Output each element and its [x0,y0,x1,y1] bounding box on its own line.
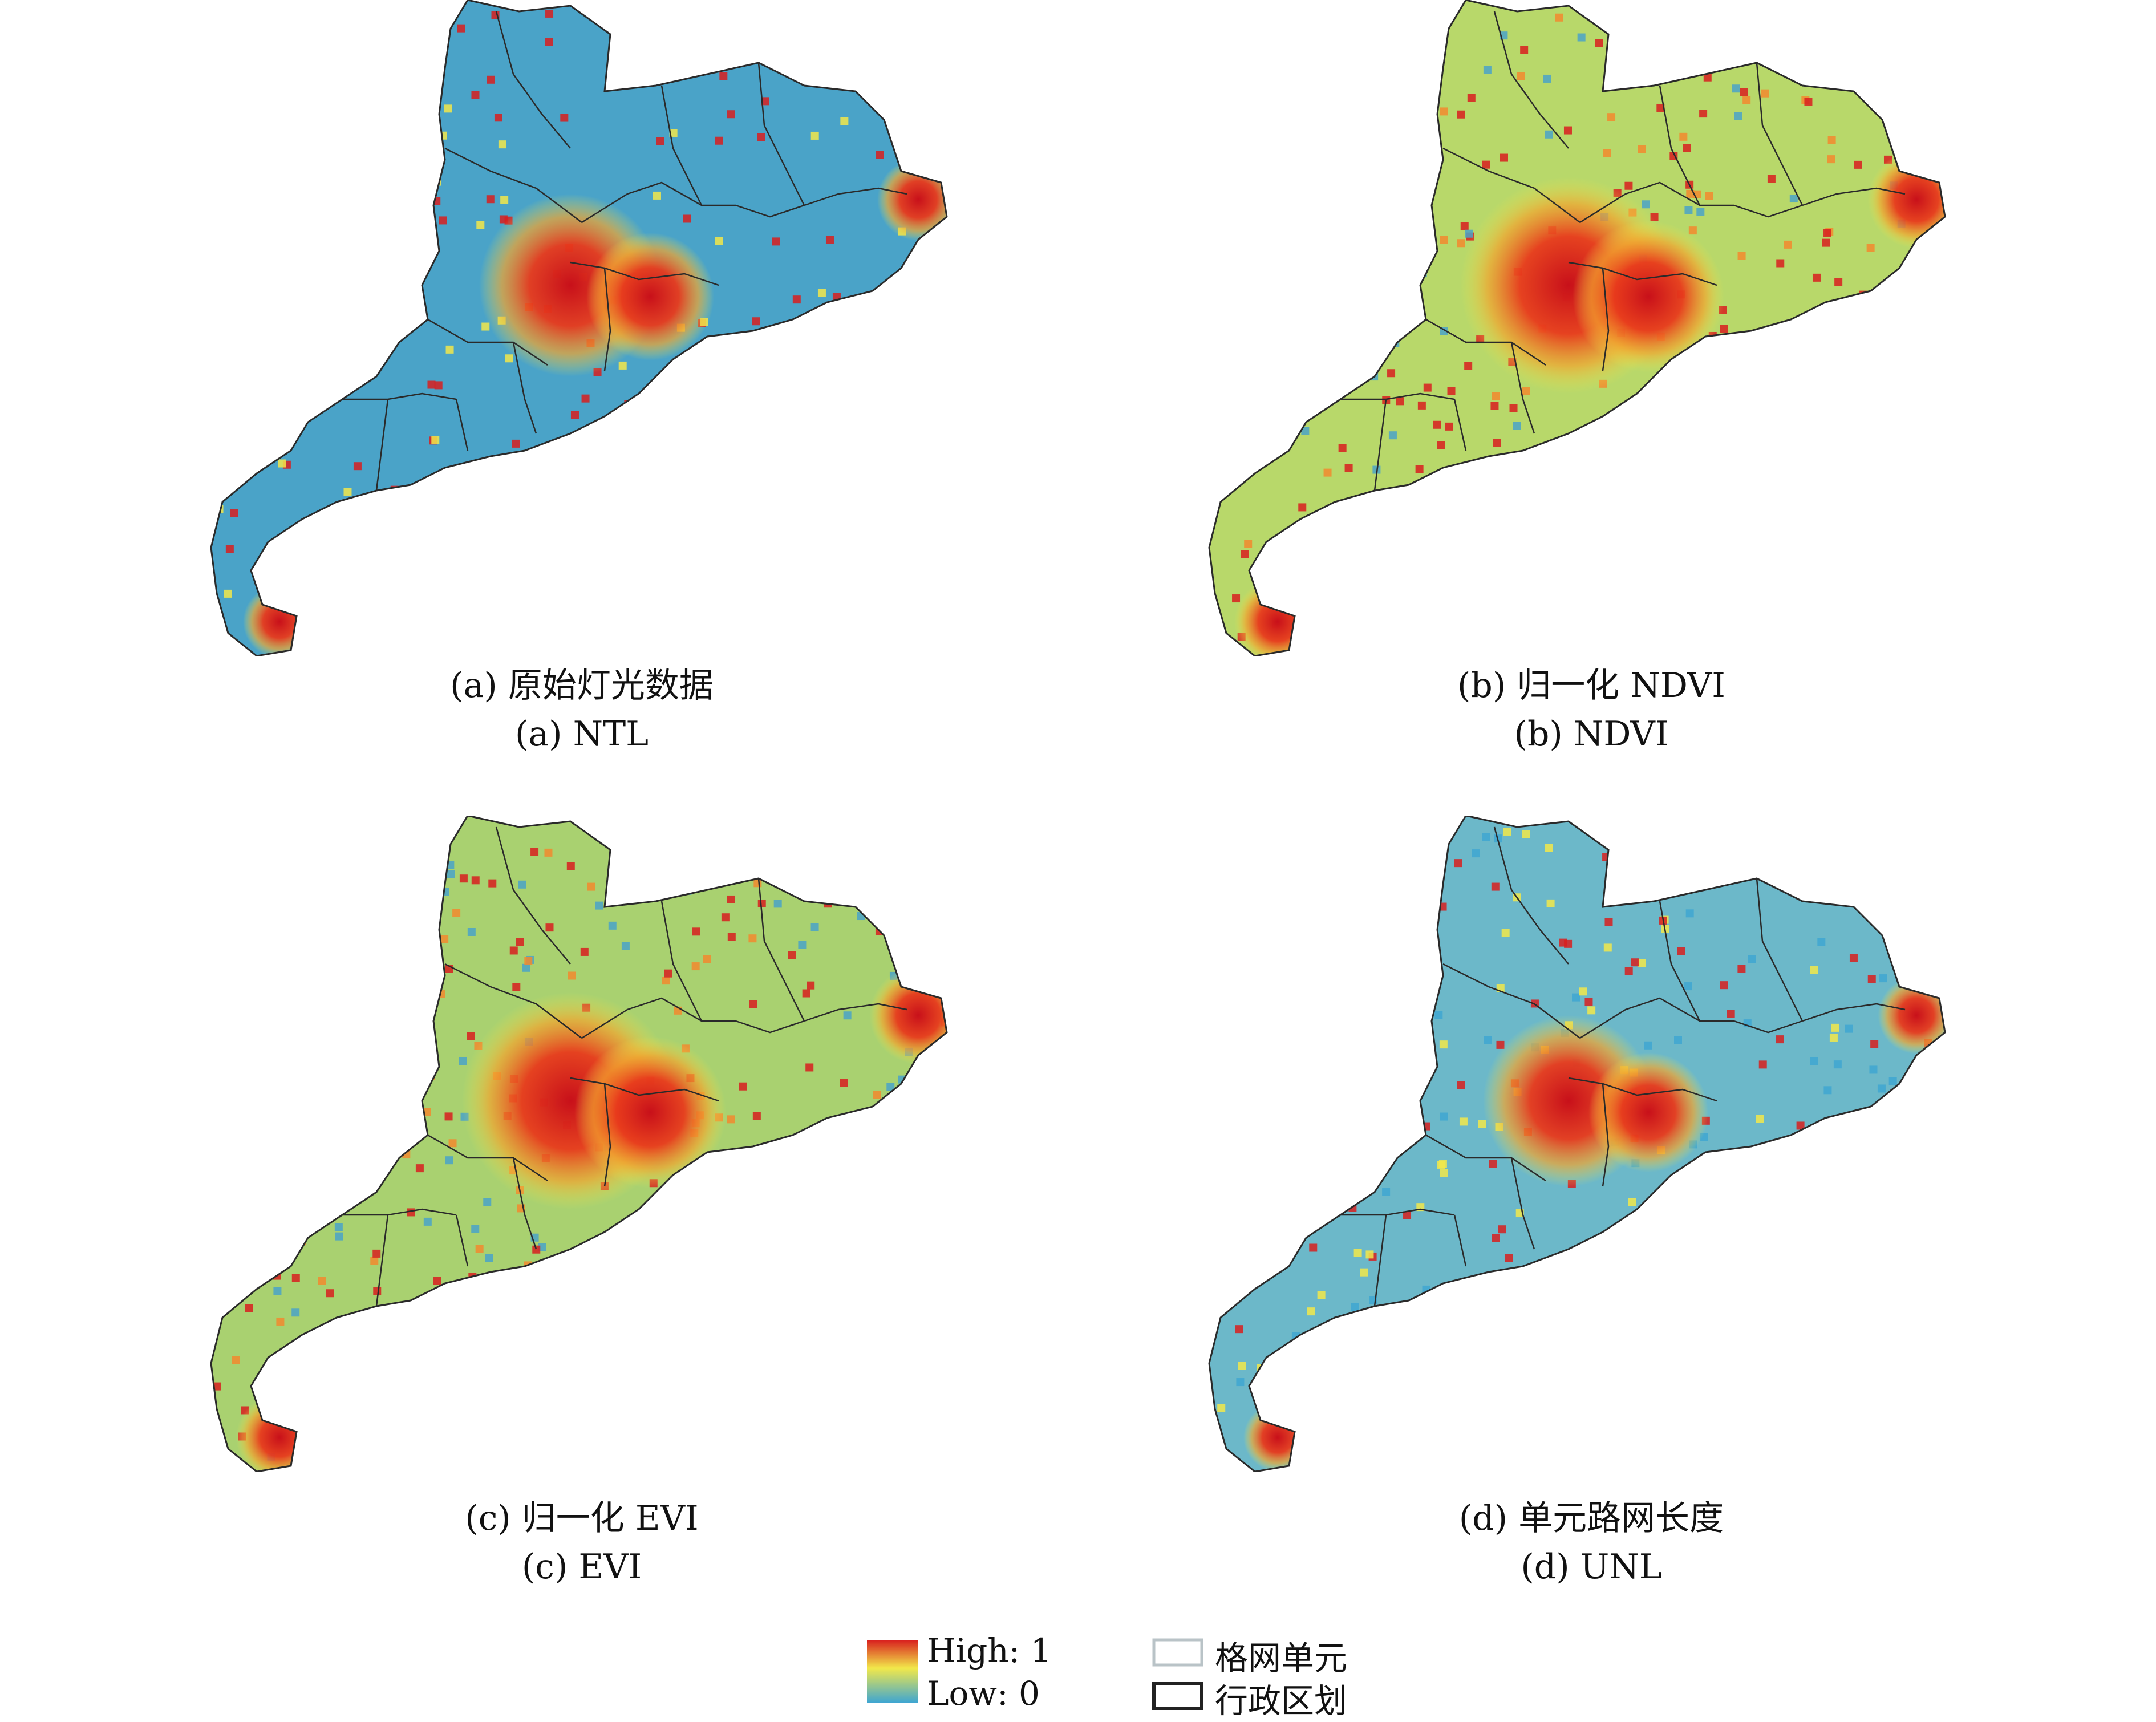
province-outline [210,816,948,1472]
admin-boundary [1493,11,1569,149]
map-evi [210,816,948,1472]
map-ntl [210,0,948,656]
admin-boundary [735,204,805,218]
province-outline [1208,816,1946,1472]
admin-boundary [342,1208,457,1216]
admin-boundary [1442,963,1580,1039]
admin-boundary [1425,1134,1546,1182]
caption-a-en: (a) NTL [514,714,649,754]
admin-boundary [1453,399,1467,451]
admin-boundary [603,268,611,371]
admin-boundary [1453,1214,1467,1267]
admin-boundary [455,399,469,451]
admin-boundary [1802,187,1906,206]
admin-boundary [735,1020,805,1034]
admin-boundary [581,181,736,224]
admin-boundary [603,1083,611,1187]
admin-boundary [804,187,907,206]
legend-grid-label: 格网单元 [1215,1639,1348,1678]
admin-boundary [1579,181,1734,224]
admin-boundary [1442,147,1580,223]
province-outline [1208,0,1946,656]
admin-boundary [427,318,548,366]
admin-boundary [1756,878,1804,1022]
admin-boundary [804,1003,907,1022]
admin-boundary [1733,1020,1803,1034]
admin-boundary [660,85,703,206]
admin-boundary [757,878,805,1022]
map-unl [1208,816,1946,1472]
admin-boundary [1510,342,1535,434]
admin-boundary [1602,268,1610,371]
admin-boundary [1733,204,1803,218]
admin-boundary [512,1157,537,1250]
map-panel-evi: (c) 归一化 EVI (c) EVI [171,816,1027,1587]
admin-boundary [1756,62,1804,206]
admin-boundary [342,392,457,400]
legend-low-label: Low: 0 [927,1674,1040,1713]
admin-boundary [1568,1077,1717,1102]
caption-c-en: (c) EVI [521,1547,642,1587]
map-panel-unl: (d) 单元路网长度 (d) UNL [1169,816,2025,1587]
admin-boundary [1340,1208,1455,1216]
admin-boundary [570,1077,719,1102]
legend-admin-swatch [1152,1682,1203,1710]
caption-d-en: (d) UNL [1521,1547,1662,1587]
legend: High: 1 Low: 0 格网单元 行政区划 [856,1631,1426,1720]
admin-boundary [1568,261,1717,286]
admin-boundary [757,62,805,206]
admin-boundary [495,826,571,965]
map-panel-ntl: (a) 原始灯光数据 (a) NTL [171,0,1027,754]
admin-boundary [581,997,736,1039]
admin-boundary [1659,85,1701,206]
caption-c-cn: (c) 归一化 EVI [465,1498,699,1538]
admin-boundary [375,399,389,491]
admin-boundary [1425,318,1546,366]
admin-boundary [427,1134,548,1182]
map-panel-ndvi: (b) 归一化 NDVI (b) NDVI [1169,0,2025,754]
caption-a-cn: (a) 原始灯光数据 [450,666,714,706]
admin-boundary [1340,392,1455,400]
admin-boundary [1602,1083,1610,1187]
admin-boundary [660,901,703,1022]
admin-boundary [1510,1157,1535,1250]
admin-boundary [512,342,537,434]
admin-boundary [1579,997,1734,1039]
admin-boundary [1373,1214,1387,1307]
admin-boundary [375,1214,389,1307]
admin-boundary [495,11,571,149]
map-ndvi [1208,0,1946,656]
admin-boundary [1659,901,1701,1022]
province-outline [210,0,948,656]
legend-admin-label: 行政区划 [1215,1682,1348,1720]
caption-b-en: (b) NDVI [1514,714,1669,754]
caption-d-cn: (d) 单元路网长度 [1458,1498,1724,1538]
admin-boundary [570,261,719,286]
legend-grid-swatch [1152,1638,1203,1667]
admin-boundary [1493,826,1569,965]
admin-boundary [1802,1003,1906,1022]
admin-boundary [444,147,582,223]
caption-b-cn: (b) 归一化 NDVI [1457,666,1725,706]
legend-high-label: High: 1 [927,1631,1052,1670]
admin-boundary [444,963,582,1039]
legend-color-ramp [867,1640,918,1703]
admin-boundary [1373,399,1387,491]
admin-boundary [455,1214,469,1267]
